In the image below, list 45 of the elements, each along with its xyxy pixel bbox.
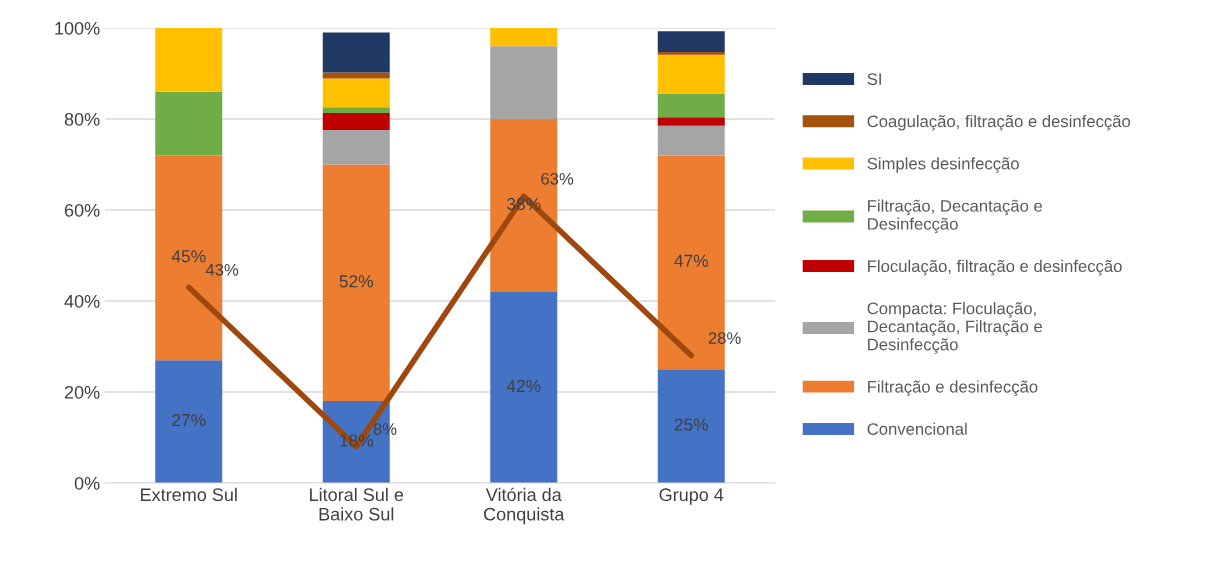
bar — [322, 164, 390, 402]
bar — [322, 113, 390, 130]
bar — [322, 78, 390, 108]
bar — [657, 52, 725, 55]
data-label: 47% — [674, 254, 709, 267]
legend-label: Filtração e desinfecção — [868, 380, 1038, 397]
bar — [657, 369, 725, 483]
bar — [657, 125, 725, 156]
bar — [657, 93, 725, 118]
bar — [155, 360, 223, 483]
bar — [155, 28, 223, 92]
y-tick-label: 40% — [64, 294, 100, 308]
bar — [490, 28, 558, 47]
bar — [322, 32, 390, 73]
bar — [490, 291, 558, 483]
y-tick-label: 0% — [74, 476, 100, 490]
bar — [657, 117, 725, 126]
data-label: 25% — [674, 418, 709, 431]
bar — [657, 31, 725, 53]
legend-label: SI — [867, 73, 881, 86]
data-label: 27% — [172, 413, 206, 427]
legend-label: Floculação, filtração e desinfecção — [868, 259, 1122, 276]
bar — [322, 72, 390, 79]
x-tick-label: Grupo 4 — [659, 488, 724, 505]
data-label: 42% — [506, 379, 541, 393]
y-tick-label: 100% — [55, 21, 100, 35]
legend-label: Filtração, Decantação e Desinfecção — [868, 199, 1043, 234]
legend-label: Simples desinfecção — [867, 157, 1019, 173]
bar — [322, 107, 390, 114]
bar — [490, 46, 558, 119]
bar — [657, 54, 725, 94]
bar — [155, 91, 223, 156]
x-tick-label: Vitória da Conquista — [484, 487, 565, 525]
legend-label: Compacta: Floculação, Decantação, Filtração e Desinfecção — [867, 302, 1043, 354]
y-tick-label: 60% — [64, 203, 100, 217]
data-label: 52% — [339, 275, 374, 288]
data-label: 45% — [171, 250, 206, 263]
x-tick-label: Extremo Sul — [141, 487, 237, 502]
legend-label: Coagulação, filtração e desinfecção — [867, 114, 1131, 131]
y-tick-label: 20% — [64, 385, 100, 399]
bar — [322, 129, 390, 165]
x-tick-label: Litoral Sul e Baixo Sul — [310, 487, 404, 521]
legend-label: Convencional — [867, 422, 967, 435]
data-label: 38% — [507, 197, 541, 211]
y-tick-label: 80% — [64, 112, 100, 126]
